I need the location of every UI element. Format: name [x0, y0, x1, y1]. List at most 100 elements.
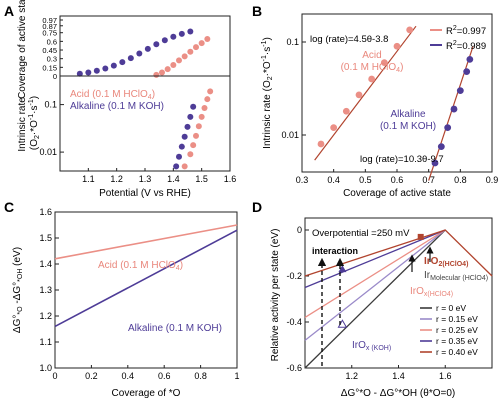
a-bottom-point — [187, 151, 194, 158]
b-point — [355, 91, 363, 99]
a-bottom-point — [201, 104, 208, 111]
panel-d-chart: 0 -0.2 -0.4 -0.6 1.2 1.4 1.6 Relative activit… — [270, 217, 493, 399]
panel-a-legend-acid-close: ) — [152, 89, 155, 100]
panel-d-overpotential: Overpotential =250 mV — [312, 228, 410, 239]
panel-b-legend: R2=0.997 R2=0.989 — [430, 25, 486, 52]
d-series-line — [304, 229, 446, 341]
panel-a-bottom-ylabel-sup2: -1 — [28, 99, 35, 105]
panel-d-irox-koh-sub: x (KOH) — [366, 345, 391, 352]
panel-c-ylabel-p4: (eV) — [12, 247, 23, 269]
panel-d-irmol-text: Ir — [424, 270, 431, 281]
a-bottom-point — [193, 132, 199, 139]
c-ytick-label: 1.6 — [39, 207, 52, 217]
b-point — [317, 140, 325, 148]
a-top-point — [110, 62, 117, 69]
c-xtick-label: 0.2 — [85, 371, 98, 381]
a-bottom-ytick-label: 0.1 — [44, 100, 57, 110]
b-xtick-label: 0.4 — [327, 175, 340, 185]
panel-c-ylabel: ΔG°*O -ΔG°*OH (eV) — [12, 247, 24, 333]
panel-d-irox-hclo4-sub: x(HClO4) — [424, 291, 453, 298]
a-top-point — [170, 33, 177, 40]
a-bottom-point — [204, 96, 211, 103]
panel-c-alk-label: Alkaline (0.1 M KOH) — [128, 323, 222, 334]
panel-c-acid-label: Acid (0.1 M HClO4) — [98, 260, 183, 272]
panel-d-irmol-sub: Molecular (HClO4) — [430, 275, 488, 282]
panel-b-acid-fit-annotation: log (rate)=4.5θ-3.8 — [310, 34, 388, 45]
d-xtick-label: 1.4 — [392, 371, 405, 381]
c-ytick-label: 1.4 — [39, 259, 52, 269]
panel-d-ylabel: Relative activity per state (eV) — [270, 229, 281, 362]
panel-a-legend-acid-text: Acid (0.1 M HClO — [70, 89, 148, 100]
panel-b-legend-acid-value: =0.997 — [457, 26, 486, 37]
a-bottom-point — [190, 142, 197, 149]
a-top-point — [153, 71, 160, 78]
a-top-point — [193, 44, 199, 51]
a-top-point — [170, 62, 177, 69]
panel-a-bottom-ylabel-close: ) — [29, 96, 40, 99]
a-bottom-point — [207, 88, 214, 95]
panel-letter-a: A — [4, 3, 14, 19]
panel-b-legend-alk-r2: R2=0.989 — [446, 40, 486, 52]
a-top-point — [76, 70, 83, 77]
panel-a-top-ylabel: Coverage of active state — [17, 0, 28, 99]
a-bottom-point — [198, 113, 205, 120]
panel-b-alk-fit-annotation: log (rate)=10.3θ-9.7 — [360, 154, 444, 165]
panel-a-legend-acid-sub: 4 — [148, 94, 152, 101]
b-point — [368, 75, 376, 83]
a-bottom-xtick-label: 1.3 — [139, 174, 152, 184]
c-ytick-label: 1.3 — [39, 285, 52, 295]
a-bottom-point — [181, 163, 188, 170]
b-xtick-label: 0.5 — [359, 175, 372, 185]
panel-c-acid-label-sub: 4 — [176, 265, 180, 272]
panel-b-ylabel-sub: 2 — [267, 76, 274, 80]
b-xtick-label: 0.6 — [391, 175, 404, 185]
a-top-ytick-label: 0.3 — [47, 55, 57, 64]
d-legend-label: r = 0.15 eV — [436, 314, 478, 324]
panel-b-legend-alk-value: =0.989 — [457, 41, 486, 52]
panel-d-xlabel: ΔG°*O - ΔG°*OH (θ*O=0) — [341, 388, 455, 399]
panel-b-legend-alk-r: R — [446, 41, 453, 52]
a-top-point — [102, 65, 109, 72]
panel-b-ylabel-sep: ·*O — [262, 61, 273, 76]
d-series-line — [304, 229, 446, 369]
panel-d-arrows — [317, 246, 434, 366]
d-legend-label: r = 0.40 eV — [436, 347, 478, 357]
panel-d-irmol-label: IrMolecular (HClO4) — [424, 270, 488, 282]
panel-a-bottom-ylabel: Intrinsic rate (O2·*O-1·s-1) — [17, 94, 41, 151]
c-ytick-label: 1.0 — [39, 363, 52, 373]
a-bottom-ytick-label: 0.01 — [39, 147, 57, 157]
panel-c-ylabel-p3: *OH — [17, 269, 24, 282]
b-point — [456, 87, 464, 95]
panel-b-ylabel-s: ·s — [262, 47, 273, 55]
a-bottom-point — [195, 123, 202, 130]
panel-b-legend-alk-sup: 2 — [453, 40, 457, 47]
b-point — [330, 124, 338, 132]
panel-c-acid-label-text: Acid (0.1 M HClO — [98, 260, 176, 271]
a-top-ytick-label: 0.97 — [42, 16, 57, 25]
panel-a-bottom-ylabel-s: ·s — [29, 105, 40, 113]
panel-c-ylabel-p0: ΔG° — [12, 315, 23, 333]
panel-b-ylabel: Intrinsic rate(O2·*O-1·s-1) — [261, 37, 274, 149]
d-ytick-label: -0.4 — [286, 317, 302, 327]
panel-c-ylabel-p1: *O — [17, 306, 24, 315]
panel-b-acid-label2-sub: 4 — [396, 67, 400, 74]
panel-a-bottom-ylabel-sup1: -1 — [28, 114, 35, 120]
panel-b-ylabel-main: Intrinsic rate — [262, 94, 273, 149]
d-legend-label: r = 0.25 eV — [436, 325, 478, 335]
d-ytick-label: 0 — [297, 225, 302, 235]
panel-b-chart: 0.10.01 0.30.40.50.60.70.80.9 Intrinsic … — [261, 13, 498, 199]
a-bottom-point — [187, 113, 194, 120]
panel-b-alk-label2: (0.1 M KOH) — [380, 121, 436, 132]
a-top-point — [161, 37, 168, 44]
panel-b-legend-acid-r: R — [446, 26, 453, 37]
panel-c-xlabel: Coverage of *O — [112, 388, 181, 399]
panel-b-ylabel-sup1: -1 — [261, 55, 268, 61]
panel-c-acid-label-close: ) — [180, 260, 183, 271]
c-ytick-label: 1.1 — [39, 337, 52, 347]
c-series-line — [54, 229, 238, 328]
a-top-point — [164, 66, 171, 73]
panel-b-acid-label: Acid — [362, 50, 381, 61]
a-top-ytick-label: 0.6 — [47, 37, 57, 46]
a-bottom-point — [176, 153, 182, 160]
a-bottom-xtick-label: 1.5 — [195, 174, 208, 184]
